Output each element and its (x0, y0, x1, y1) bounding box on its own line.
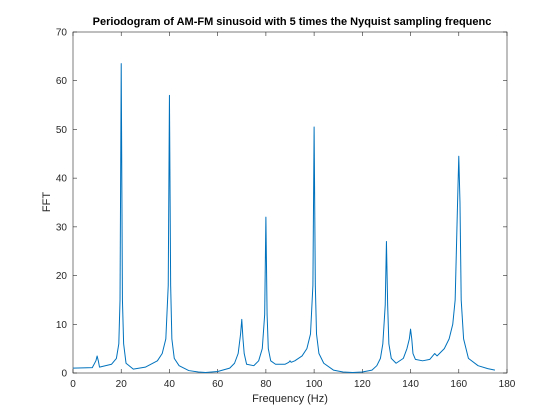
y-tick-label: 60 (56, 76, 68, 87)
x-tick-label: 120 (354, 379, 371, 390)
x-tick-label: 80 (260, 379, 272, 390)
y-tick-label: 40 (56, 174, 68, 185)
y-axis-label: FFT (41, 192, 53, 212)
axes-box (72, 31, 508, 374)
x-tick-label: 180 (499, 379, 516, 390)
chart-title: Periodogram of AM-FM sinusoid with 5 tim… (93, 16, 492, 28)
x-tick-label: 160 (450, 379, 467, 390)
axis-ticks (72, 31, 508, 374)
y-tick-label: 70 (56, 28, 68, 39)
x-tick-label: 140 (402, 379, 419, 390)
y-tick-label: 10 (56, 320, 68, 331)
y-tick-label: 50 (56, 125, 68, 136)
x-tick-label: 40 (164, 379, 176, 390)
x-tick-label: 20 (116, 379, 128, 390)
x-tick-label: 60 (212, 379, 224, 390)
y-tick-label: 20 (56, 271, 68, 282)
x-tick-label: 0 (70, 379, 76, 390)
x-axis-label: Frequency (Hz) (252, 393, 328, 405)
axis-tick-labels: 0 20 40 60 80 100 120 140 160 180 0 10 20 30 40 50 60 70 (56, 28, 516, 391)
y-tick-label: 0 (61, 369, 67, 380)
series-line (72, 63, 496, 374)
x-tick-label: 100 (306, 379, 323, 390)
y-tick-label: 30 (56, 222, 68, 233)
